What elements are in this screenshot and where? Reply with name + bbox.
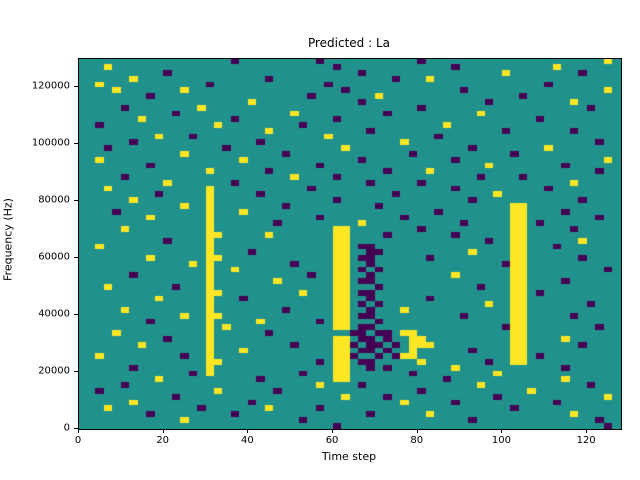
y-tick-label: 120000: [31, 80, 70, 92]
x-tick-label: 80: [410, 435, 424, 446]
x-tick-mark: [332, 429, 334, 433]
x-tick-label: 40: [241, 435, 254, 446]
plot-area: [78, 58, 622, 430]
y-tick-label: 60000: [38, 251, 70, 263]
chart-title: Predicted : La: [307, 36, 391, 50]
x-tick-mark: [162, 429, 164, 433]
x-tick-mark: [586, 429, 588, 433]
x-tick-mark: [501, 429, 503, 433]
y-tick-label: 100000: [31, 137, 70, 149]
x-tick-mark: [78, 429, 79, 433]
y-tick-label: 40000: [38, 308, 70, 320]
x-tick-label: 100: [491, 435, 511, 446]
x-axis-label: Time step: [321, 450, 377, 463]
y-tick-mark: [74, 200, 78, 202]
x-tick-label: 0: [74, 435, 82, 446]
x-tick-mark: [247, 429, 249, 433]
y-tick-mark: [74, 257, 78, 259]
x-tick-mark: [416, 429, 418, 433]
y-tick-mark: [74, 86, 78, 88]
y-tick-mark: [74, 314, 78, 316]
x-tick-label: 20: [156, 435, 170, 446]
y-tick-mark: [74, 143, 78, 145]
y-axis-label: Frequency (Hz): [1, 198, 15, 281]
y-tick-mark: [74, 428, 78, 429]
heatmap-canvas: [79, 59, 621, 429]
y-tick-label: 0: [63, 422, 70, 434]
y-tick-label: 80000: [38, 194, 70, 206]
x-tick-label: 60: [325, 435, 339, 446]
y-tick-mark: [74, 371, 78, 373]
y-tick-label: 20000: [38, 365, 70, 377]
x-tick-label: 120: [576, 435, 596, 446]
